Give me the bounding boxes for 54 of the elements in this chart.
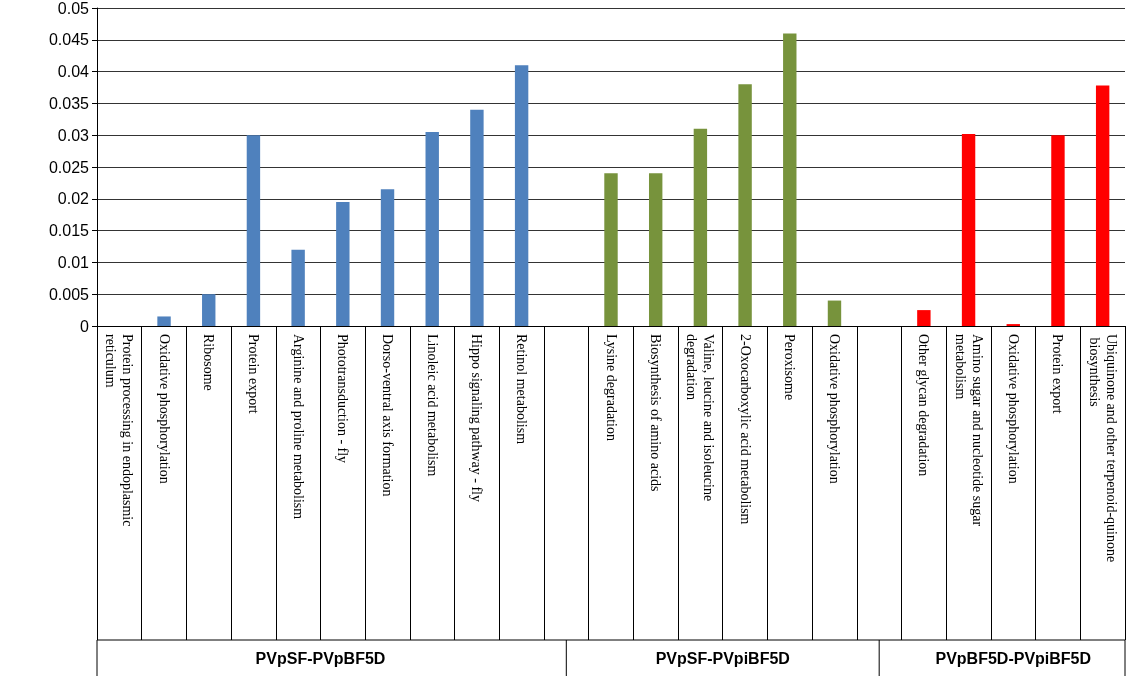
x-tick-label: Dorso-ventral axis formation: [380, 334, 396, 497]
bar: [693, 128, 708, 326]
x-tick-label: 2-Oxocarboxylic acid metabolism: [737, 334, 753, 525]
x-tick-label: Protein export: [245, 334, 261, 414]
bar: [380, 189, 395, 326]
bar: [157, 316, 171, 326]
x-tick-label: Oxidative phosphorylation: [1005, 334, 1021, 484]
y-tick-label: 0.02: [57, 190, 90, 208]
x-tick-label: Oxidative phosphorylation: [826, 334, 842, 484]
x-tick-label: Arginine and proline metabolism: [290, 334, 306, 520]
text: PVpBF5D-PVpiBF5D: [935, 649, 1092, 667]
bar: [291, 249, 305, 326]
x-tick-label: Lysine degradation: [603, 334, 619, 441]
bar: [514, 65, 529, 326]
y-tick-label: 0.04: [57, 63, 90, 81]
bar: [1095, 85, 1110, 326]
bar: [961, 133, 976, 326]
x-tick-label: Ribosome: [201, 334, 217, 391]
x-tick-label: Ubiquinone and other terpenoid-quinone biosynthesis: [1086, 334, 1119, 563]
bar: [917, 310, 931, 326]
x-tick-label: Oxidative phosphorylation: [156, 334, 172, 484]
bar: [425, 132, 439, 326]
y-tick-label: 0.045: [48, 31, 90, 49]
y-tick-label: 0.05: [57, 0, 90, 17]
y-tick-label: 0: [80, 317, 90, 335]
bar: [783, 33, 797, 326]
x-tick-label: Hippo signaling pathway - fly: [469, 334, 485, 502]
bar: [738, 84, 752, 326]
bar: [202, 294, 216, 326]
x-tick-label: Valine, leucine and isoleucine degradation: [684, 334, 717, 505]
y-tick-label: 0.01: [57, 253, 90, 271]
x-tick-label: Protein processing in endoplasmic reticulum: [103, 334, 136, 530]
bar: [827, 300, 842, 326]
x-tick-label: Amino sugar and nucleotide sugar metabolism: [952, 334, 985, 530]
y-tick-label: 0.005: [48, 285, 90, 303]
y-tick-label: 0.03: [57, 126, 90, 144]
x-tick-label: Phototransduction - fly: [335, 334, 351, 464]
bar: [336, 201, 350, 326]
y-tick-label: 0.035: [48, 94, 90, 112]
bar: [1051, 135, 1065, 326]
bar: [604, 173, 618, 326]
y-tick-label: 0.015: [48, 222, 90, 240]
x-tick-label: Retinol metabolism: [514, 334, 530, 445]
x-tick-label: Peroxisome: [782, 334, 798, 401]
x-tick-label: Protein export: [1050, 334, 1066, 414]
x-tick-label: Linoleic acid metabolism: [424, 334, 440, 477]
bar: [246, 135, 261, 326]
y-tick-label: 0.025: [48, 158, 90, 176]
x-tick-label: Other glycan degradation: [916, 334, 932, 477]
text: PVpSF-PVpBF5D: [255, 649, 386, 667]
bar: [648, 173, 663, 326]
text: PVpSF-PVpiBF5D: [655, 649, 790, 667]
bar: [470, 109, 484, 326]
x-tick-label: Biosynthesis of amino acids: [648, 334, 664, 492]
